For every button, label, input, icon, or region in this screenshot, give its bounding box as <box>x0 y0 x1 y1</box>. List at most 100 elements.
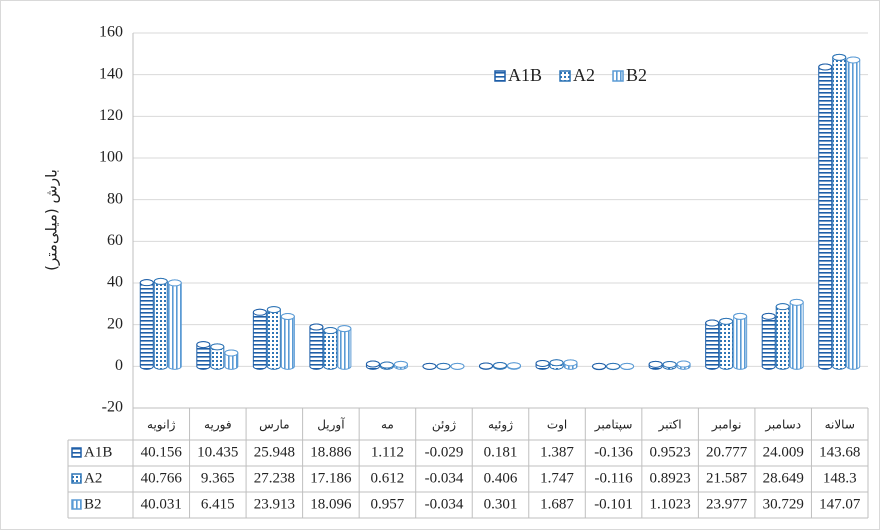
bar <box>337 325 352 370</box>
table-value: 40.031 <box>141 496 182 512</box>
bar-top <box>379 361 394 369</box>
table-value: 6.415 <box>201 496 235 512</box>
bar <box>789 298 804 370</box>
table-value: 0.612 <box>371 470 405 486</box>
legend-swatch <box>612 70 624 82</box>
bar-top <box>549 359 564 367</box>
bar <box>733 312 748 370</box>
x-tick-label: دسامبر <box>764 418 801 433</box>
table-value: 20.777 <box>706 444 748 460</box>
bar-top <box>365 360 380 368</box>
x-tick-label: سپتامبر <box>594 418 633 433</box>
bar-top <box>606 362 621 370</box>
y-tick-label: 120 <box>99 107 123 124</box>
table-value: -0.136 <box>594 444 633 460</box>
table-value: 30.729 <box>763 496 804 512</box>
legend-swatch <box>71 447 82 458</box>
x-tick-label: ژوئن <box>432 418 456 433</box>
table-value: 23.913 <box>254 496 295 512</box>
table-value: 10.435 <box>197 444 238 460</box>
bar <box>167 279 182 370</box>
table-value: -0.034 <box>425 470 464 486</box>
legend-swatch <box>559 70 571 82</box>
table-series-label: B2 <box>84 496 102 512</box>
x-tick-label: مه <box>381 418 394 432</box>
y-axis-label: بارش (میلی‌متر) <box>43 169 61 271</box>
x-tick-label: نوامبر <box>711 418 742 433</box>
legend-swatch <box>71 473 82 484</box>
table-value: 148.3 <box>823 470 857 486</box>
bar-top <box>563 359 578 367</box>
bar <box>846 56 861 370</box>
bar-top <box>309 323 324 331</box>
table-value: 18.886 <box>310 444 352 460</box>
bar <box>705 319 720 370</box>
bar-top <box>493 361 507 369</box>
bar-top <box>535 359 550 367</box>
bar-top <box>818 63 833 71</box>
bar-top <box>507 362 521 370</box>
legend-label: B2 <box>626 65 647 85</box>
bar <box>139 279 154 370</box>
y-tick-label: -20 <box>102 399 123 416</box>
bar-top <box>337 325 352 333</box>
y-tick-label: 100 <box>99 149 123 166</box>
table-value: 9.365 <box>201 470 235 486</box>
table-value: 147.07 <box>819 496 861 512</box>
table-value: 1.112 <box>371 444 404 460</box>
y-tick-label: 0 <box>115 357 123 374</box>
x-tick-label: ژانویه <box>147 418 176 433</box>
bar <box>309 323 324 370</box>
bar-top <box>719 317 734 325</box>
legend-swatch <box>71 499 82 510</box>
bar <box>280 313 295 370</box>
bar <box>153 277 168 370</box>
table-value: 28.649 <box>763 470 804 486</box>
table-value: 143.68 <box>819 444 860 460</box>
table-value: 0.957 <box>371 496 405 512</box>
table-series-label: A1B <box>84 444 112 460</box>
bar-top <box>662 360 677 368</box>
bar-top <box>196 341 211 349</box>
table-value: 40.156 <box>141 444 183 460</box>
bar-top <box>775 303 790 311</box>
bar-top <box>676 360 691 368</box>
table-value: 1.687 <box>540 496 574 512</box>
x-tick-label: اوت <box>547 418 567 433</box>
table-series-label: A2 <box>84 470 102 486</box>
table-value: 27.238 <box>254 470 295 486</box>
bar <box>818 63 833 370</box>
bar-top <box>266 306 281 314</box>
bar-top <box>761 312 776 320</box>
bar <box>266 306 281 370</box>
legend-swatch <box>494 70 506 82</box>
bar-top <box>139 279 154 287</box>
bar-top <box>832 53 847 61</box>
y-tick-label: 160 <box>99 24 123 41</box>
legend-label: A2 <box>573 65 595 85</box>
legend-label: A1B <box>508 65 542 85</box>
bar <box>719 317 734 370</box>
table-value: 0.181 <box>484 444 518 460</box>
bar-top <box>422 362 437 370</box>
table-value: 24.009 <box>763 444 804 460</box>
table-value: -0.116 <box>594 470 633 486</box>
bar <box>775 303 790 370</box>
bar-top <box>436 362 451 370</box>
bar-top <box>393 360 408 368</box>
bar <box>832 53 847 370</box>
table-value: 18.096 <box>310 496 352 512</box>
bar-top <box>224 349 239 357</box>
table-value: 0.301 <box>484 496 518 512</box>
bar-top <box>733 312 748 320</box>
x-tick-label: ژوئیه <box>488 418 513 433</box>
bar-top <box>280 313 295 321</box>
bar-top <box>846 56 861 64</box>
bar-top <box>167 279 182 287</box>
x-tick-label: آوریل <box>317 417 345 433</box>
y-tick-label: 60 <box>107 232 123 249</box>
bar-top <box>323 327 338 335</box>
bar-top <box>705 319 720 327</box>
table-value: 0.8923 <box>649 470 690 486</box>
y-tick-label: 80 <box>107 190 123 207</box>
